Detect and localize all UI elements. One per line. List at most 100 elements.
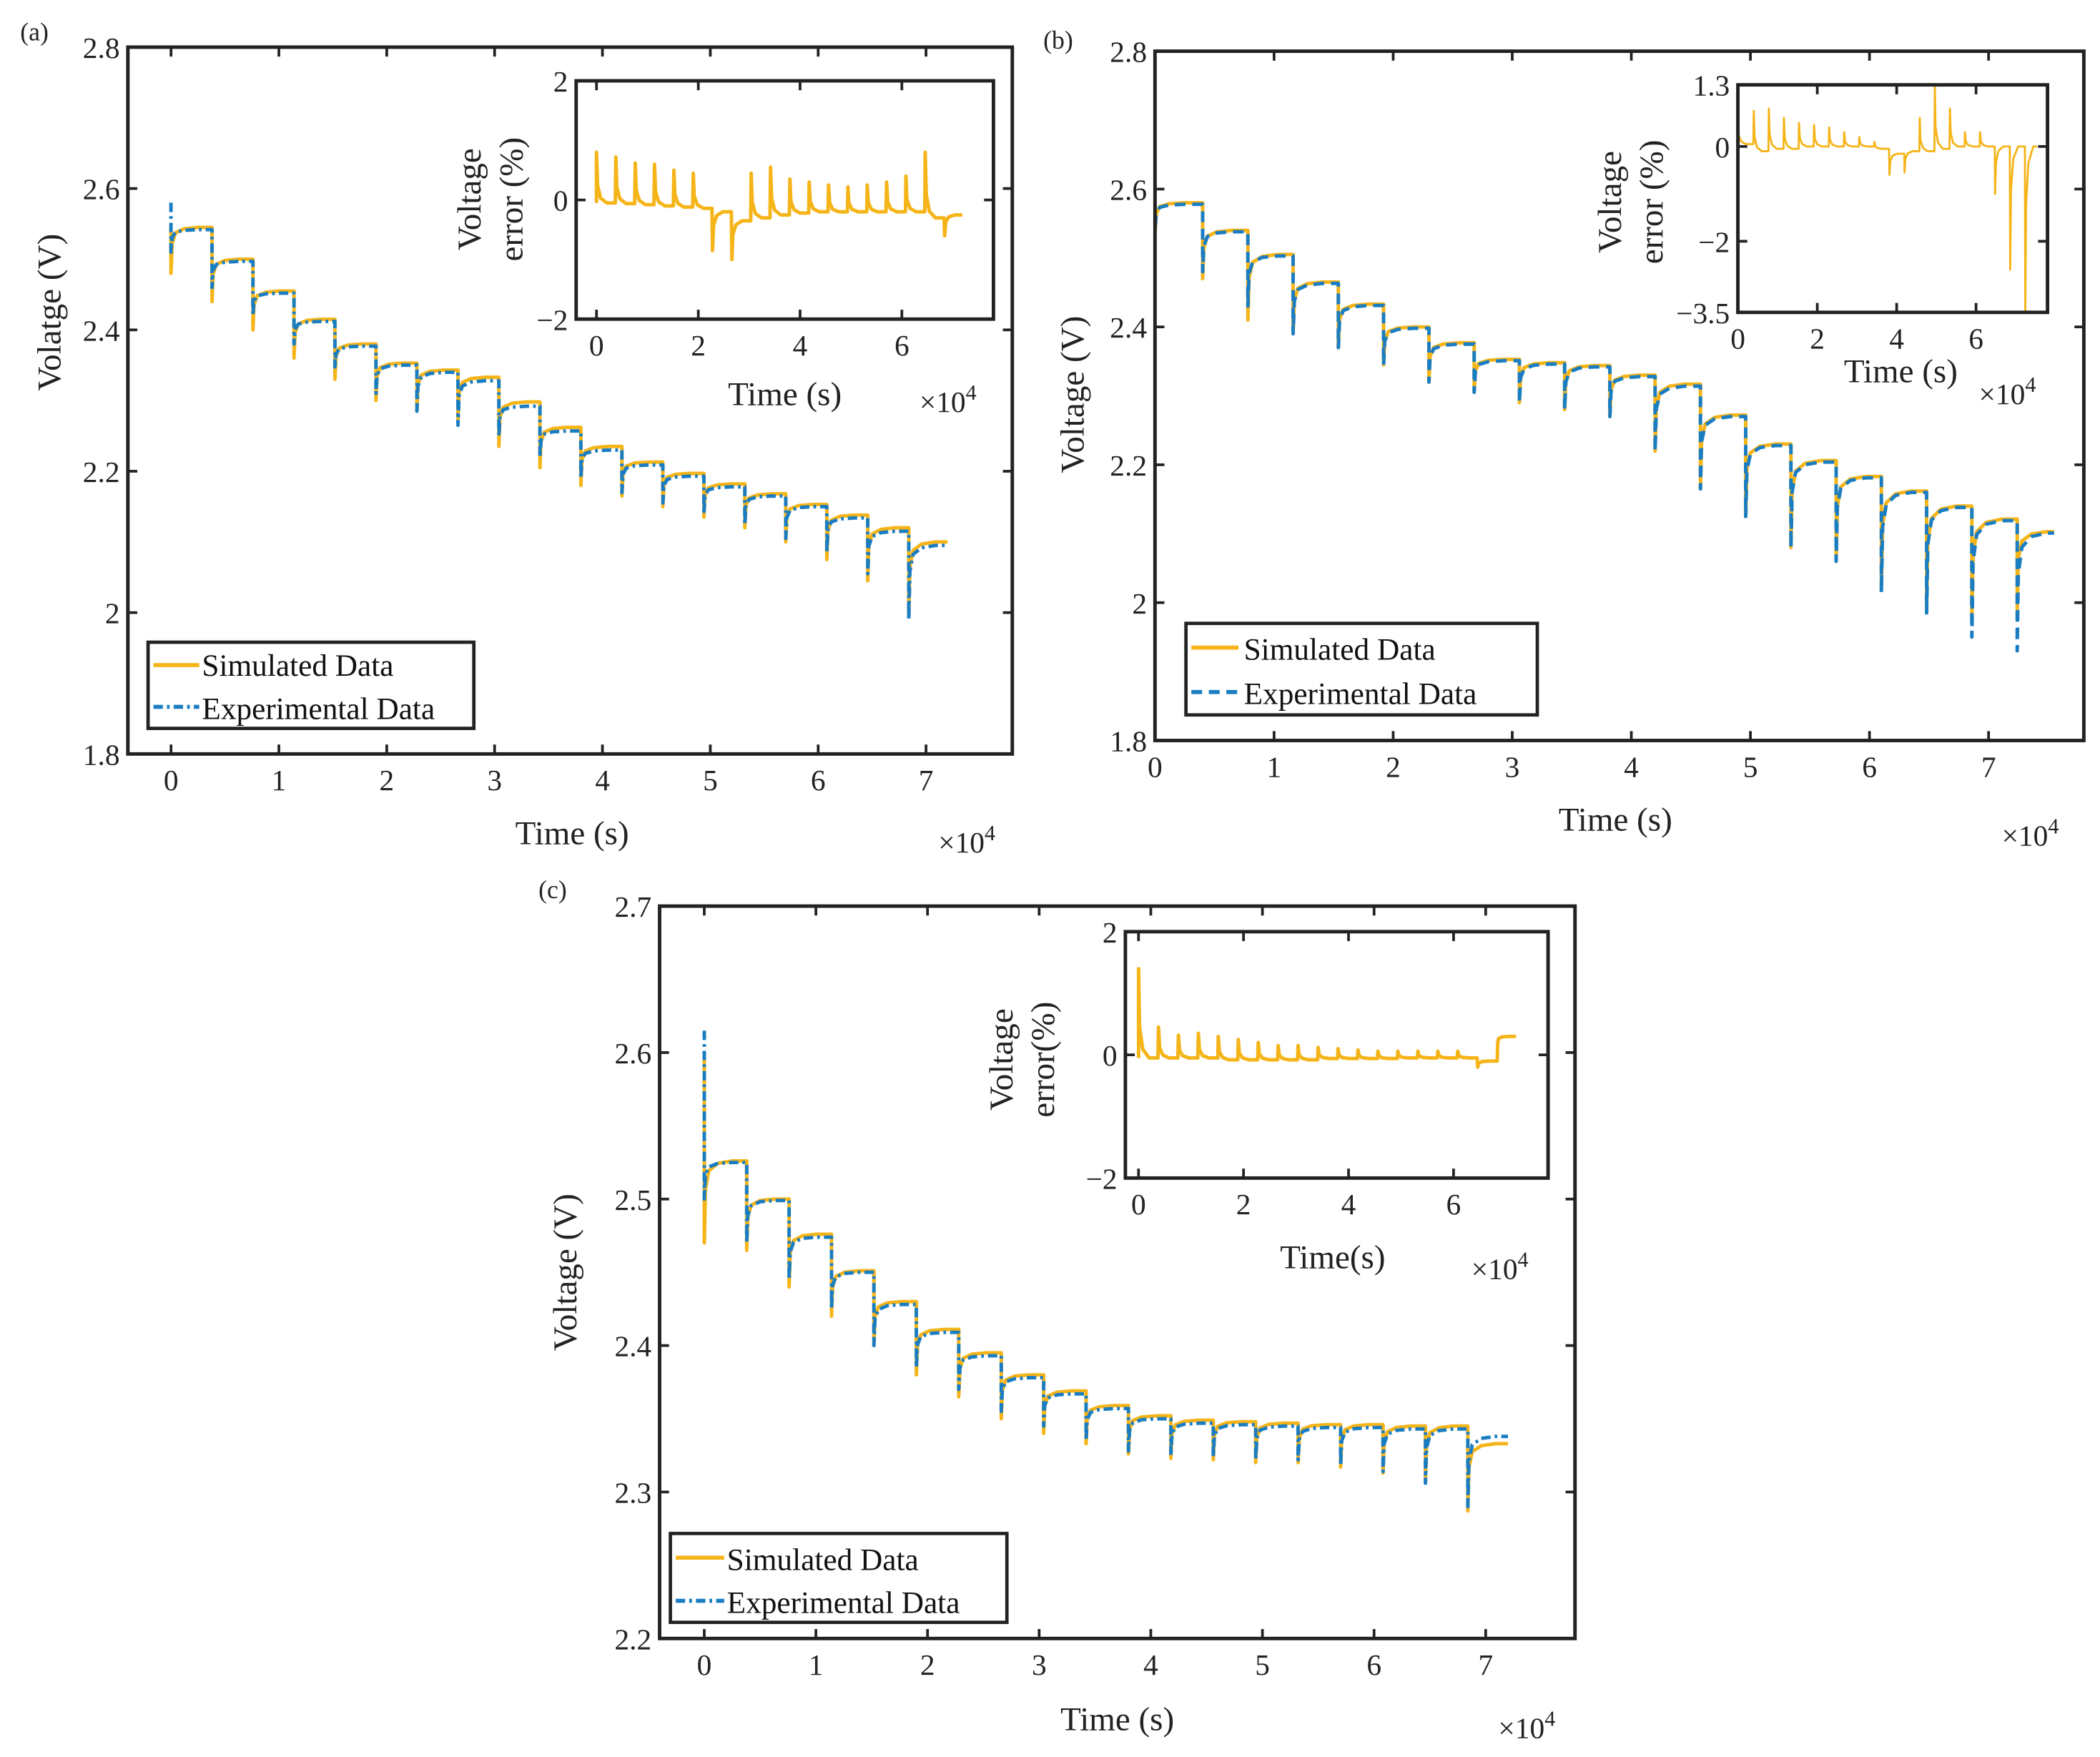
legend-label-simulated-b: Simulated Data: [1244, 633, 1436, 667]
inset-y-axis-title-line2-c: error(%): [1025, 1002, 1062, 1118]
y-tick-label-b: 2.6: [1110, 173, 1147, 206]
y-tick-label-b: 2: [1132, 587, 1147, 620]
inset-x-multiplier-base-b: ×10: [1979, 378, 2026, 410]
legend-box-c: [669, 1532, 1009, 1625]
inset-y-axis-title-line1-c: Voltage: [983, 1008, 1020, 1111]
x-axis-title-b: Time (s): [1559, 802, 1672, 839]
inset-x-multiplier-base-a: ×10: [920, 385, 966, 418]
inset-y-tick-label-a: 0: [553, 184, 568, 217]
x-multiplier-base-c: ×10: [1498, 1712, 1544, 1745]
y-tick-label-a: 2.2: [83, 456, 120, 488]
y-tick-label-a: 2.4: [83, 314, 120, 347]
x-tick-label-c: 6: [1366, 1648, 1381, 1681]
x-tick-label-a: 4: [595, 764, 610, 797]
x-tick-label-a: 6: [811, 764, 826, 797]
x-tick-label-b: 2: [1386, 750, 1401, 783]
x-tick-label-b: 3: [1505, 750, 1520, 783]
inset-x-multiplier-exp-b: 4: [2025, 373, 2036, 397]
y-tick-label-c: 2.3: [614, 1477, 651, 1510]
inset-y-tick-label-b: 1.3: [1692, 69, 1730, 102]
inset-x-multiplier-exp-a: 4: [966, 380, 977, 405]
y-tick-label-b: 2.4: [1110, 311, 1147, 344]
x-tick-label-b: 4: [1624, 750, 1639, 783]
inset-x-tick-label-a: 2: [691, 329, 706, 362]
main-axes-frame-b: [1153, 49, 2086, 742]
inset-y-axis-title-line1-b: Voltage: [1592, 151, 1629, 253]
inset-x-tick-label-c: 0: [1131, 1188, 1146, 1221]
x-tick-label-c: 3: [1032, 1648, 1047, 1681]
inset-x-tick-label-b: 0: [1730, 323, 1745, 355]
y-tick-label-c: 2.2: [614, 1623, 651, 1655]
legend-label-experimental-a: Experimental Data: [202, 692, 435, 726]
legend-label-simulated-c: Simulated Data: [727, 1542, 919, 1577]
legend-b: Simulated Data Experimental Data: [1184, 621, 1539, 717]
inset-y-tick-label-c: 2: [1103, 916, 1118, 949]
x-multiplier-a: ×104: [938, 821, 995, 859]
inset-plot-area-b: [1737, 84, 2048, 312]
x-multiplier-exp-c: 4: [1544, 1707, 1555, 1731]
experimental-data-line-b: [1155, 182, 2054, 653]
simulated-data-line-c: [702, 1052, 1508, 1513]
inset-axes-b: 0 2 4 6 −3.5 −2 0 1.3: [1676, 69, 2050, 355]
inset-x-tick-label-c: 2: [1236, 1188, 1251, 1221]
panel-b: (b) Time (s) Voltage (V) ×104 Time (s) V…: [1043, 26, 2059, 852]
legend-c: Simulated Data Experimental Data: [669, 1532, 1009, 1625]
x-tick-label-b: 5: [1743, 750, 1758, 783]
inset-x-tick-label-c: 4: [1341, 1188, 1356, 1221]
y-tick-label-c: 2.7: [614, 890, 651, 923]
inset-axes-frame-b: [1736, 83, 2050, 315]
inset-axes-c: 0 2 4 6 −2 0 2: [1086, 916, 1550, 1221]
inset-x-multiplier-base-c: ×10: [1472, 1253, 1518, 1286]
x-multiplier-b: ×104: [2002, 814, 2059, 852]
inset-x-tick-label-c: 6: [1446, 1188, 1461, 1221]
x-axis-title-c: Time (s): [1060, 1701, 1174, 1738]
x-multiplier-c: ×104: [1498, 1707, 1555, 1745]
x-tick-label-a: 1: [272, 764, 287, 797]
voltage-error-line-c: [1136, 967, 1517, 1069]
experimental-data-line-a: [169, 202, 948, 622]
simulated-data-line-a: [169, 224, 948, 615]
voltage-error-line-b: [1737, 84, 2038, 314]
x-tick-label-a: 0: [164, 764, 179, 797]
inset-axes-a: 0 2 4 6 −2 0 2: [536, 65, 995, 362]
inset-x-axis-title-b: Time (s): [1844, 353, 1958, 390]
x-tick-label-a: 2: [380, 764, 395, 797]
x-tick-label-b: 7: [1981, 750, 1996, 783]
legend-label-simulated-a: Simulated Data: [202, 649, 393, 683]
inset-axes-frame-c: [1123, 930, 1550, 1180]
voltage-error-line-a: [594, 150, 962, 262]
inset-y-tick-label-c: −2: [1086, 1162, 1118, 1195]
x-tick-label-b: 6: [1862, 750, 1877, 783]
y-axis-title-a: Volatge (V): [31, 234, 69, 391]
inset-y-axis-title-line1-a: Voltage: [451, 148, 488, 250]
y-tick-label-a: 2: [105, 597, 120, 630]
x-tick-label-c: 0: [697, 1648, 712, 1681]
panel-label-c: (c): [538, 875, 567, 904]
inset-y-tick-label-c: 0: [1103, 1039, 1118, 1072]
legend-a: Simulated Data Experimental Data: [146, 640, 476, 730]
legend-label-experimental-c: Experimental Data: [727, 1586, 960, 1620]
y-tick-label-b: 2.2: [1110, 449, 1147, 482]
inset-y-tick-label-b: −2: [1698, 225, 1730, 258]
main-axes-frame-a: [126, 45, 1015, 756]
panel-a: (a) Time (s) Volatge (V) ×104 Time (s) V…: [20, 18, 995, 859]
panel-label-b: (b): [1043, 26, 1073, 54]
x-tick-label-a: 5: [703, 764, 718, 797]
inset-x-tick-label-b: 2: [1810, 323, 1825, 355]
inset-y-tick-label-a: 2: [553, 65, 568, 98]
x-tick-label-c: 1: [809, 1648, 824, 1681]
inset-axes-frame-a: [574, 79, 995, 321]
x-axis-title-a: Time (s): [516, 814, 629, 852]
inset-x-multiplier-a: ×104: [920, 380, 977, 418]
inset-y-axis-title-line2-b: error (%): [1633, 140, 1670, 265]
inset-x-axis-title-a: Time (s): [728, 376, 842, 413]
y-tick-label-b: 2.8: [1110, 36, 1147, 69]
inset-x-multiplier-c: ×104: [1472, 1248, 1529, 1286]
y-tick-label-c: 2.5: [614, 1183, 651, 1216]
legend-box-b: [1184, 621, 1539, 717]
inset-x-axis-title-c: Time(s): [1280, 1239, 1385, 1276]
inset-y-tick-label-a: −2: [536, 303, 568, 336]
y-tick-label-b: 1.8: [1110, 725, 1147, 758]
x-tick-label-c: 4: [1143, 1648, 1158, 1681]
